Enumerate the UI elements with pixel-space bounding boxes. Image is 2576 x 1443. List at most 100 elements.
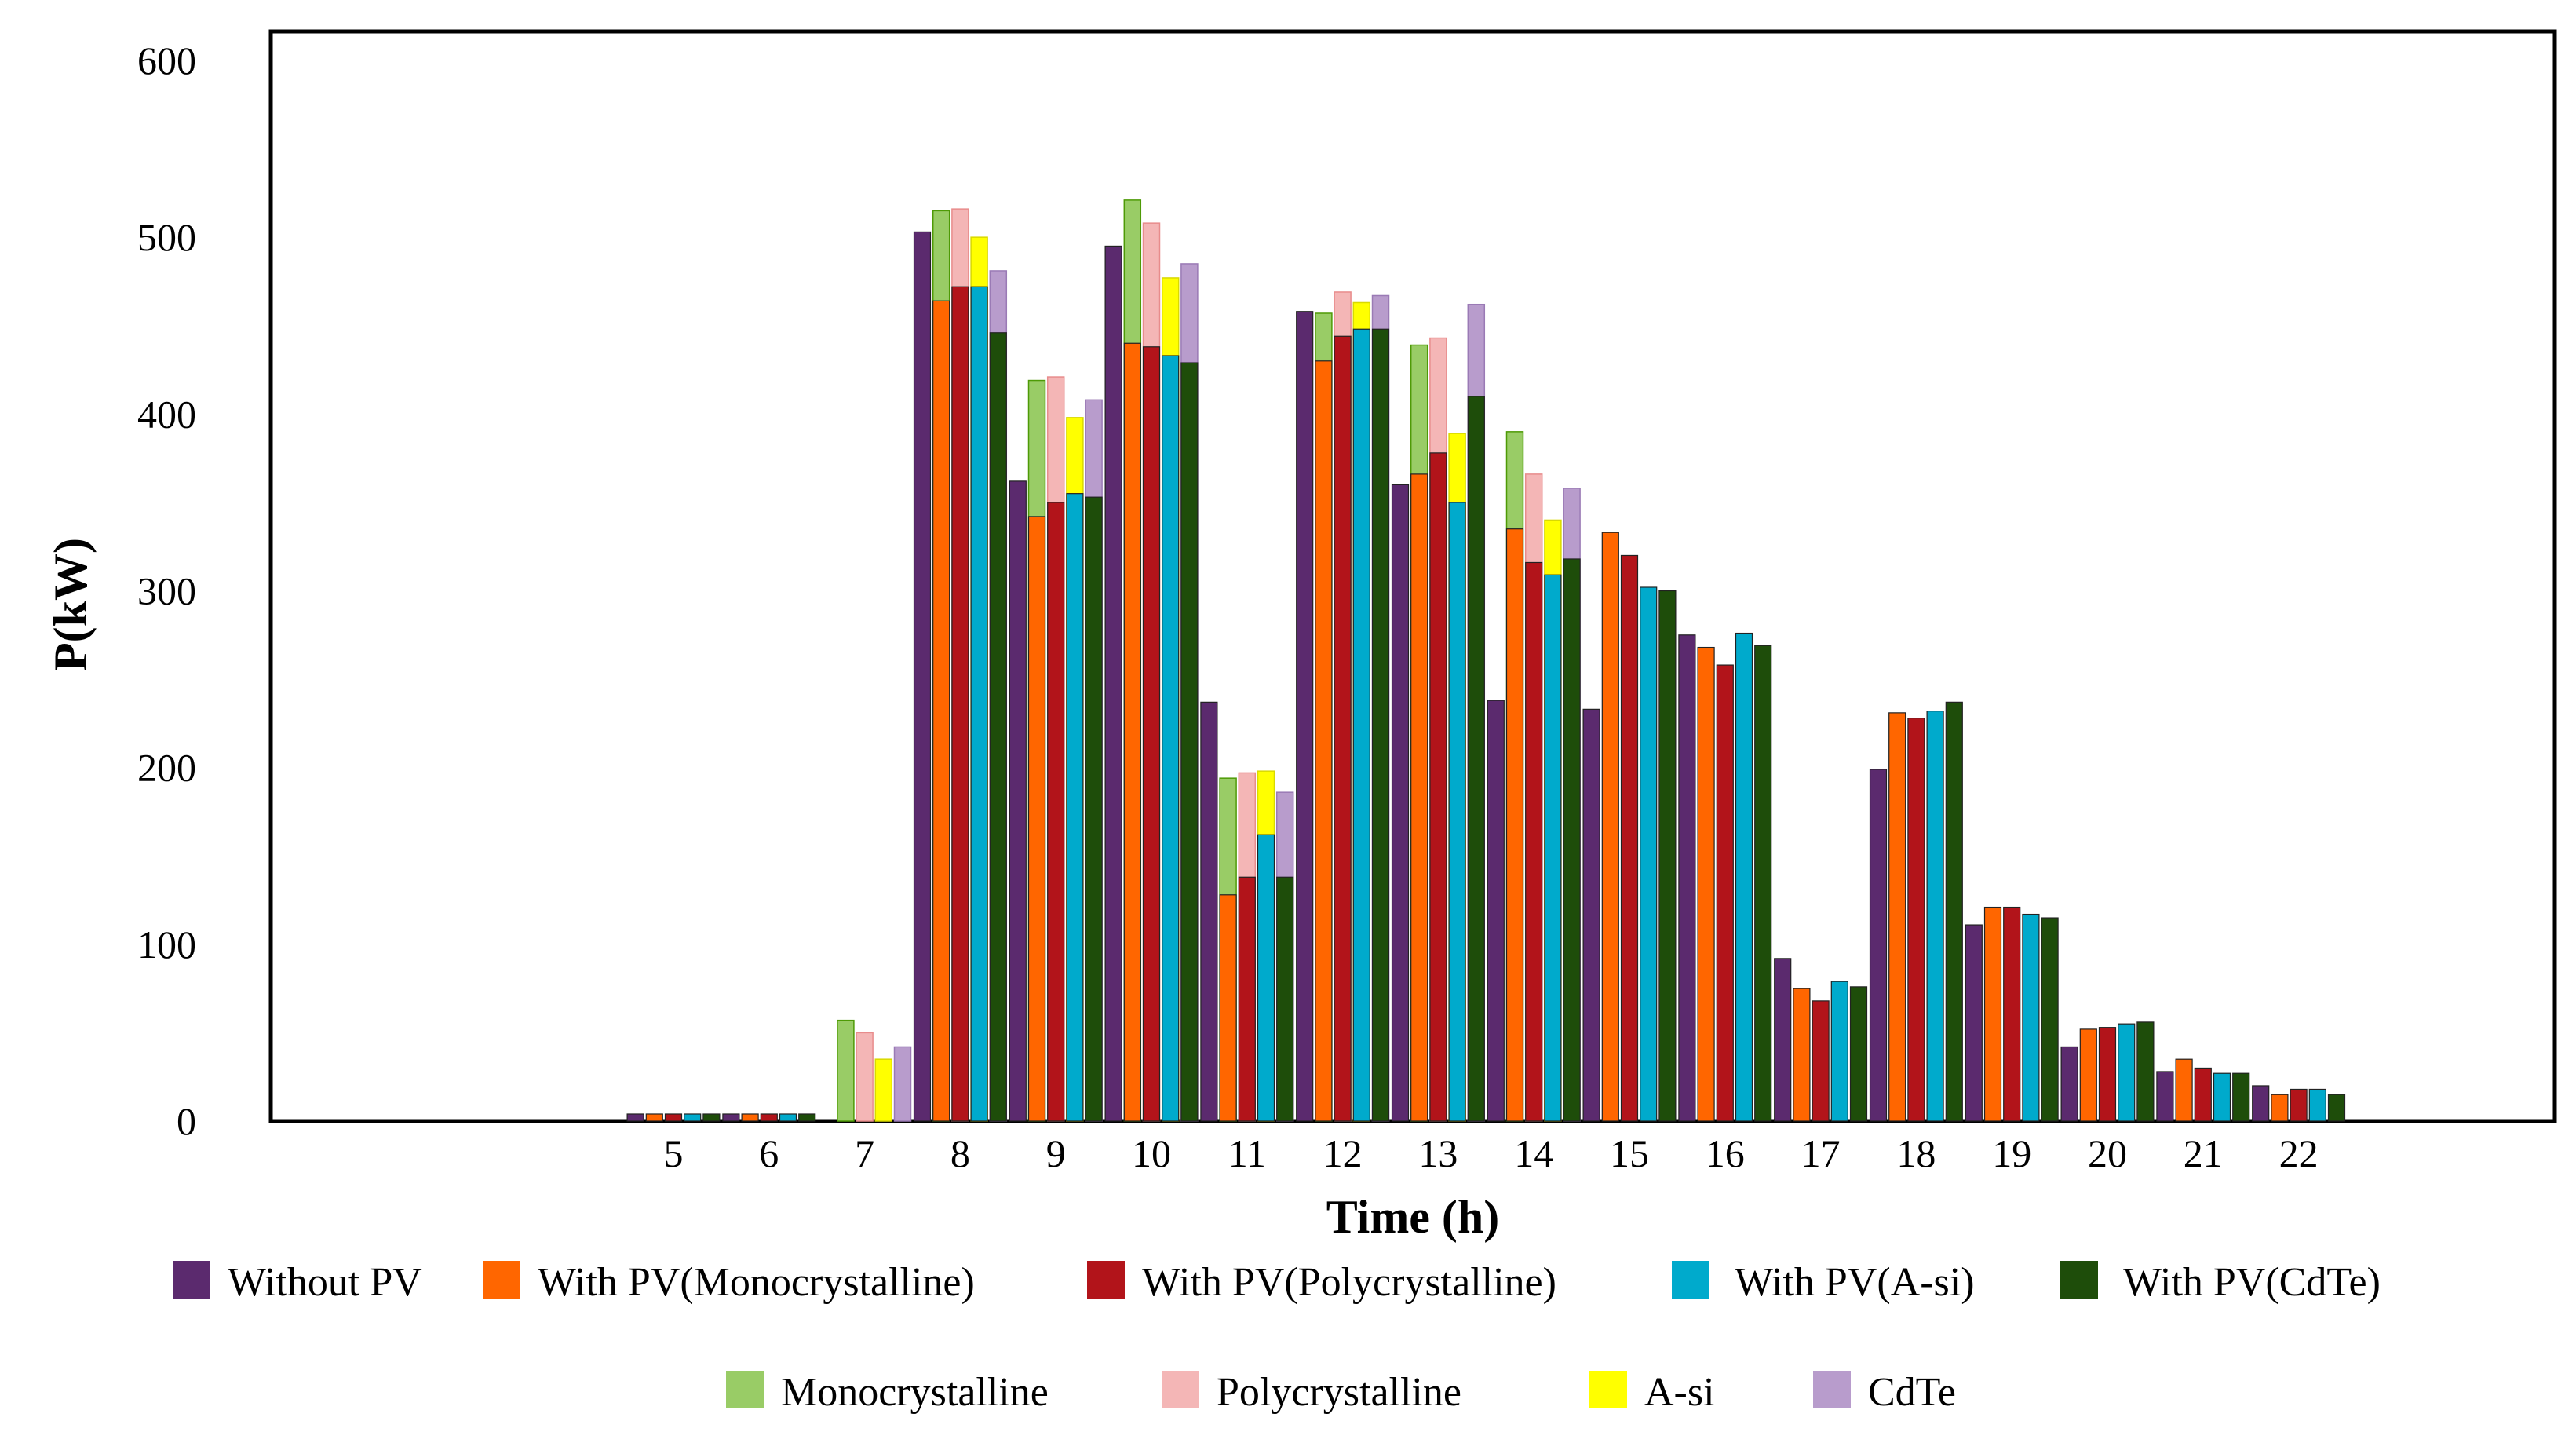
y-tick-label: 100 xyxy=(137,922,196,966)
legend-swatch-with-pv-cdte xyxy=(2060,1261,2098,1299)
bar-series1-20 xyxy=(2079,1028,2097,1122)
bar-series0-6 xyxy=(722,1113,740,1122)
bar-series0-14 xyxy=(1487,700,1505,1122)
legend: Without PV With PV(Monocrystalline) With P… xyxy=(173,1260,2381,1415)
bar-series2-10 xyxy=(1142,346,1161,1122)
x-tick-label: 9 xyxy=(1046,1131,1066,1175)
bar-series2-21 xyxy=(2194,1067,2212,1122)
legend-label-with-pv-polycrystalline: With PV(Polycrystalline) xyxy=(1142,1260,1556,1305)
legend-swatch-with-pv-polycrystalline xyxy=(1087,1261,1125,1299)
bar-series4-8 xyxy=(989,332,1007,1122)
bar-series4-9 xyxy=(1085,496,1103,1122)
bar-series3-6 xyxy=(779,1113,797,1122)
x-tick-label: 15 xyxy=(1610,1131,1649,1175)
bar-series4-22 xyxy=(2327,1094,2346,1122)
y-tick-label: 0 xyxy=(177,1099,196,1143)
bar-series0-17 xyxy=(1774,958,1792,1122)
bar-series2-11 xyxy=(1238,876,1256,1122)
x-tick-label: 13 xyxy=(1418,1131,1458,1175)
bar-series4-20 xyxy=(2136,1021,2155,1122)
bar-series4-13 xyxy=(1467,396,1485,1122)
bar-series3-19 xyxy=(2022,913,2040,1122)
bar-series1-21 xyxy=(2175,1058,2193,1122)
bar-series3-12 xyxy=(1352,328,1370,1122)
legend-label-polycrystalline: Polycrystalline xyxy=(1217,1370,1461,1415)
x-tick-label: 14 xyxy=(1514,1131,1553,1175)
bar-series3-17 xyxy=(1830,981,1848,1122)
bar-series0-8 xyxy=(913,231,932,1122)
bar-polycrystalline-7 xyxy=(856,1032,874,1122)
bar-series4-18 xyxy=(1945,701,1963,1122)
bar-series0-21 xyxy=(2156,1071,2174,1122)
legend-swatch-polycrystalline xyxy=(1162,1371,1199,1408)
bar-series1-19 xyxy=(1983,906,2002,1122)
bar-series3-16 xyxy=(1735,632,1753,1122)
bar-series2-16 xyxy=(1716,664,1734,1122)
bar-series2-8 xyxy=(951,286,969,1122)
bar-series3-14 xyxy=(1544,574,1562,1122)
bar-series3-15 xyxy=(1640,586,1658,1122)
bar-series4-6 xyxy=(798,1113,816,1122)
bar-series1-9 xyxy=(1027,516,1046,1122)
bar-series0-19 xyxy=(1965,924,1983,1122)
bar-series3-10 xyxy=(1162,355,1180,1122)
bar-series1-18 xyxy=(1888,712,1906,1122)
x-tick-label: 17 xyxy=(1801,1131,1841,1175)
bar-series0-16 xyxy=(1678,634,1696,1122)
x-tick-label: 21 xyxy=(2184,1131,2223,1175)
legend-swatch-monocrystalline xyxy=(726,1371,764,1408)
bar-series4-12 xyxy=(1371,328,1390,1122)
bar-series2-9 xyxy=(1047,502,1065,1122)
bar-series1-8 xyxy=(932,300,950,1122)
bar-series2-14 xyxy=(1525,561,1543,1122)
x-tick-label: 10 xyxy=(1132,1131,1171,1175)
bar-series1-16 xyxy=(1697,646,1715,1122)
bar-series2-15 xyxy=(1620,554,1639,1122)
x-axis-ticks: 5 6 7 8 9 10 11 12 13 14 15 16 17 18 19 20 21 22 xyxy=(664,1131,2319,1175)
bar-series2-17 xyxy=(1812,1000,1830,1122)
legend-label-with-pv-monocrystalline: With PV(Monocrystalline) xyxy=(538,1260,975,1305)
y-tick-label: 400 xyxy=(137,392,196,436)
x-axis-title: Time (h) xyxy=(1326,1191,1500,1243)
bar-series3-22 xyxy=(2308,1088,2326,1122)
legend-label-monocrystalline: Monocrystalline xyxy=(781,1370,1049,1415)
bar-series3-13 xyxy=(1448,502,1466,1122)
legend-swatch-with-pv-a-si xyxy=(1672,1261,1709,1299)
bar-series2-6 xyxy=(760,1113,778,1122)
bar-series0-15 xyxy=(1582,708,1600,1122)
bar-series0-18 xyxy=(1869,769,1888,1122)
bar-series2-22 xyxy=(2290,1088,2308,1122)
legend-swatch-cdte xyxy=(1813,1371,1851,1408)
legend-swatch-a-si xyxy=(1589,1371,1627,1408)
y-axis-ticks: 0 100 200 300 400 500 600 xyxy=(137,38,196,1143)
bar-series0-13 xyxy=(1391,484,1410,1122)
bar-series4-16 xyxy=(1754,645,1772,1122)
bar-series0-9 xyxy=(1009,480,1027,1122)
bar-series0-10 xyxy=(1104,245,1122,1122)
y-tick-label: 200 xyxy=(137,746,196,790)
bar-series3-20 xyxy=(2118,1023,2136,1122)
bar-series1-6 xyxy=(741,1113,759,1122)
x-tick-label: 16 xyxy=(1706,1131,1745,1175)
x-tick-label: 7 xyxy=(855,1131,874,1175)
bar-series2-19 xyxy=(2003,906,2021,1122)
bar-series0-20 xyxy=(2060,1046,2078,1122)
bar-series3-11 xyxy=(1257,834,1275,1122)
bar-cdte-7 xyxy=(893,1046,912,1122)
bar-series4-17 xyxy=(1849,986,1868,1122)
x-tick-label: 6 xyxy=(759,1131,779,1175)
legend-label-a-si: A-si xyxy=(1644,1370,1715,1415)
bar-series2-20 xyxy=(2098,1027,2117,1122)
bar-series1-5 xyxy=(645,1113,663,1122)
bar-series0-22 xyxy=(2252,1085,2270,1122)
bar-series3-21 xyxy=(2213,1072,2231,1122)
bar-series4-21 xyxy=(2232,1072,2250,1122)
bar-series1-12 xyxy=(1315,360,1333,1122)
legend-label-without-pv: Without PV xyxy=(228,1260,422,1305)
x-tick-label: 18 xyxy=(1896,1131,1936,1175)
bar-series4-10 xyxy=(1180,362,1199,1122)
bar-series4-15 xyxy=(1658,590,1677,1122)
bar-series1-17 xyxy=(1793,988,1811,1122)
y-tick-label: 500 xyxy=(137,215,196,259)
